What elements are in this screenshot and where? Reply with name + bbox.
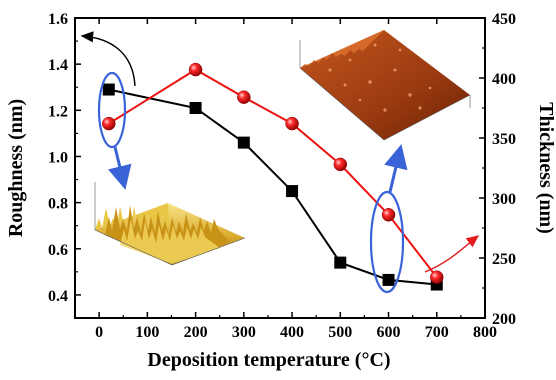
- x-tick-label: 400: [280, 324, 304, 341]
- roughness-point: [237, 136, 250, 149]
- left-axis-arrow: [80, 31, 136, 87]
- y-right-tick-label: 400: [492, 71, 516, 88]
- y-left-tick-label: 1.2: [48, 103, 68, 120]
- thickness-point: [102, 116, 116, 131]
- y-right-tick-label: 250: [492, 251, 516, 268]
- blue-arrow-right: [384, 144, 408, 193]
- roughness-point: [102, 83, 115, 96]
- y-axis-right-label: Thickness (nm): [535, 102, 556, 234]
- afm-inset-smooth-icon: [299, 30, 471, 141]
- thickness-point: [430, 270, 444, 284]
- y-right-tick-label: 200: [492, 311, 516, 328]
- y-left-tick-label: 0.6: [48, 242, 68, 259]
- thickness-point: [188, 62, 203, 77]
- x-tick-label: 700: [425, 324, 449, 341]
- y-right-tick-label: 450: [492, 11, 516, 28]
- thickness-point: [285, 116, 299, 131]
- thickness-point: [381, 208, 396, 222]
- y-right-tick-label: 300: [492, 191, 516, 208]
- thickness-point: [237, 90, 251, 104]
- highlight-ellipse-left: [97, 71, 127, 149]
- x-tick-label: 600: [377, 324, 401, 341]
- y-left-tick-label: 1.0: [48, 149, 68, 166]
- roughness-point: [382, 273, 395, 286]
- x-tick-label: 800: [473, 324, 497, 341]
- x-axis-label: Deposition temperature (°C): [147, 349, 390, 371]
- axis-ticks: [74, 17, 486, 319]
- thickness-point: [333, 157, 348, 172]
- x-tick-label: 300: [232, 324, 256, 341]
- y-left-tick-label: 1.4: [48, 57, 68, 74]
- afm-inset-rough-icon: [94, 182, 246, 266]
- y-right-tick-label: 350: [492, 131, 516, 148]
- roughness-point: [286, 185, 299, 198]
- x-tick-label: 0: [95, 324, 103, 341]
- highlight-ellipse-right: [369, 190, 405, 294]
- roughness-point: [334, 256, 347, 269]
- x-tick-label: 200: [184, 324, 208, 341]
- y-left-tick-label: 0.8: [48, 196, 68, 213]
- x-tick-label: 500: [328, 324, 352, 341]
- y-left-tick-label: 1.6: [48, 11, 68, 28]
- y-axis-left-label: Roughness (nm): [5, 99, 27, 237]
- y-left-tick-label: 0.4: [48, 288, 68, 305]
- roughness-point: [189, 102, 202, 114]
- x-tick-label: 100: [135, 324, 159, 341]
- blue-arrow-left: [108, 146, 132, 190]
- right-axis-arrow: [424, 235, 480, 273]
- series-points: [102, 62, 444, 291]
- axis-tick-labels: 0 100 200 300 400 500 600 700 800 0.4 0.6 0.8 1.0 1.2…: [48, 11, 516, 341]
